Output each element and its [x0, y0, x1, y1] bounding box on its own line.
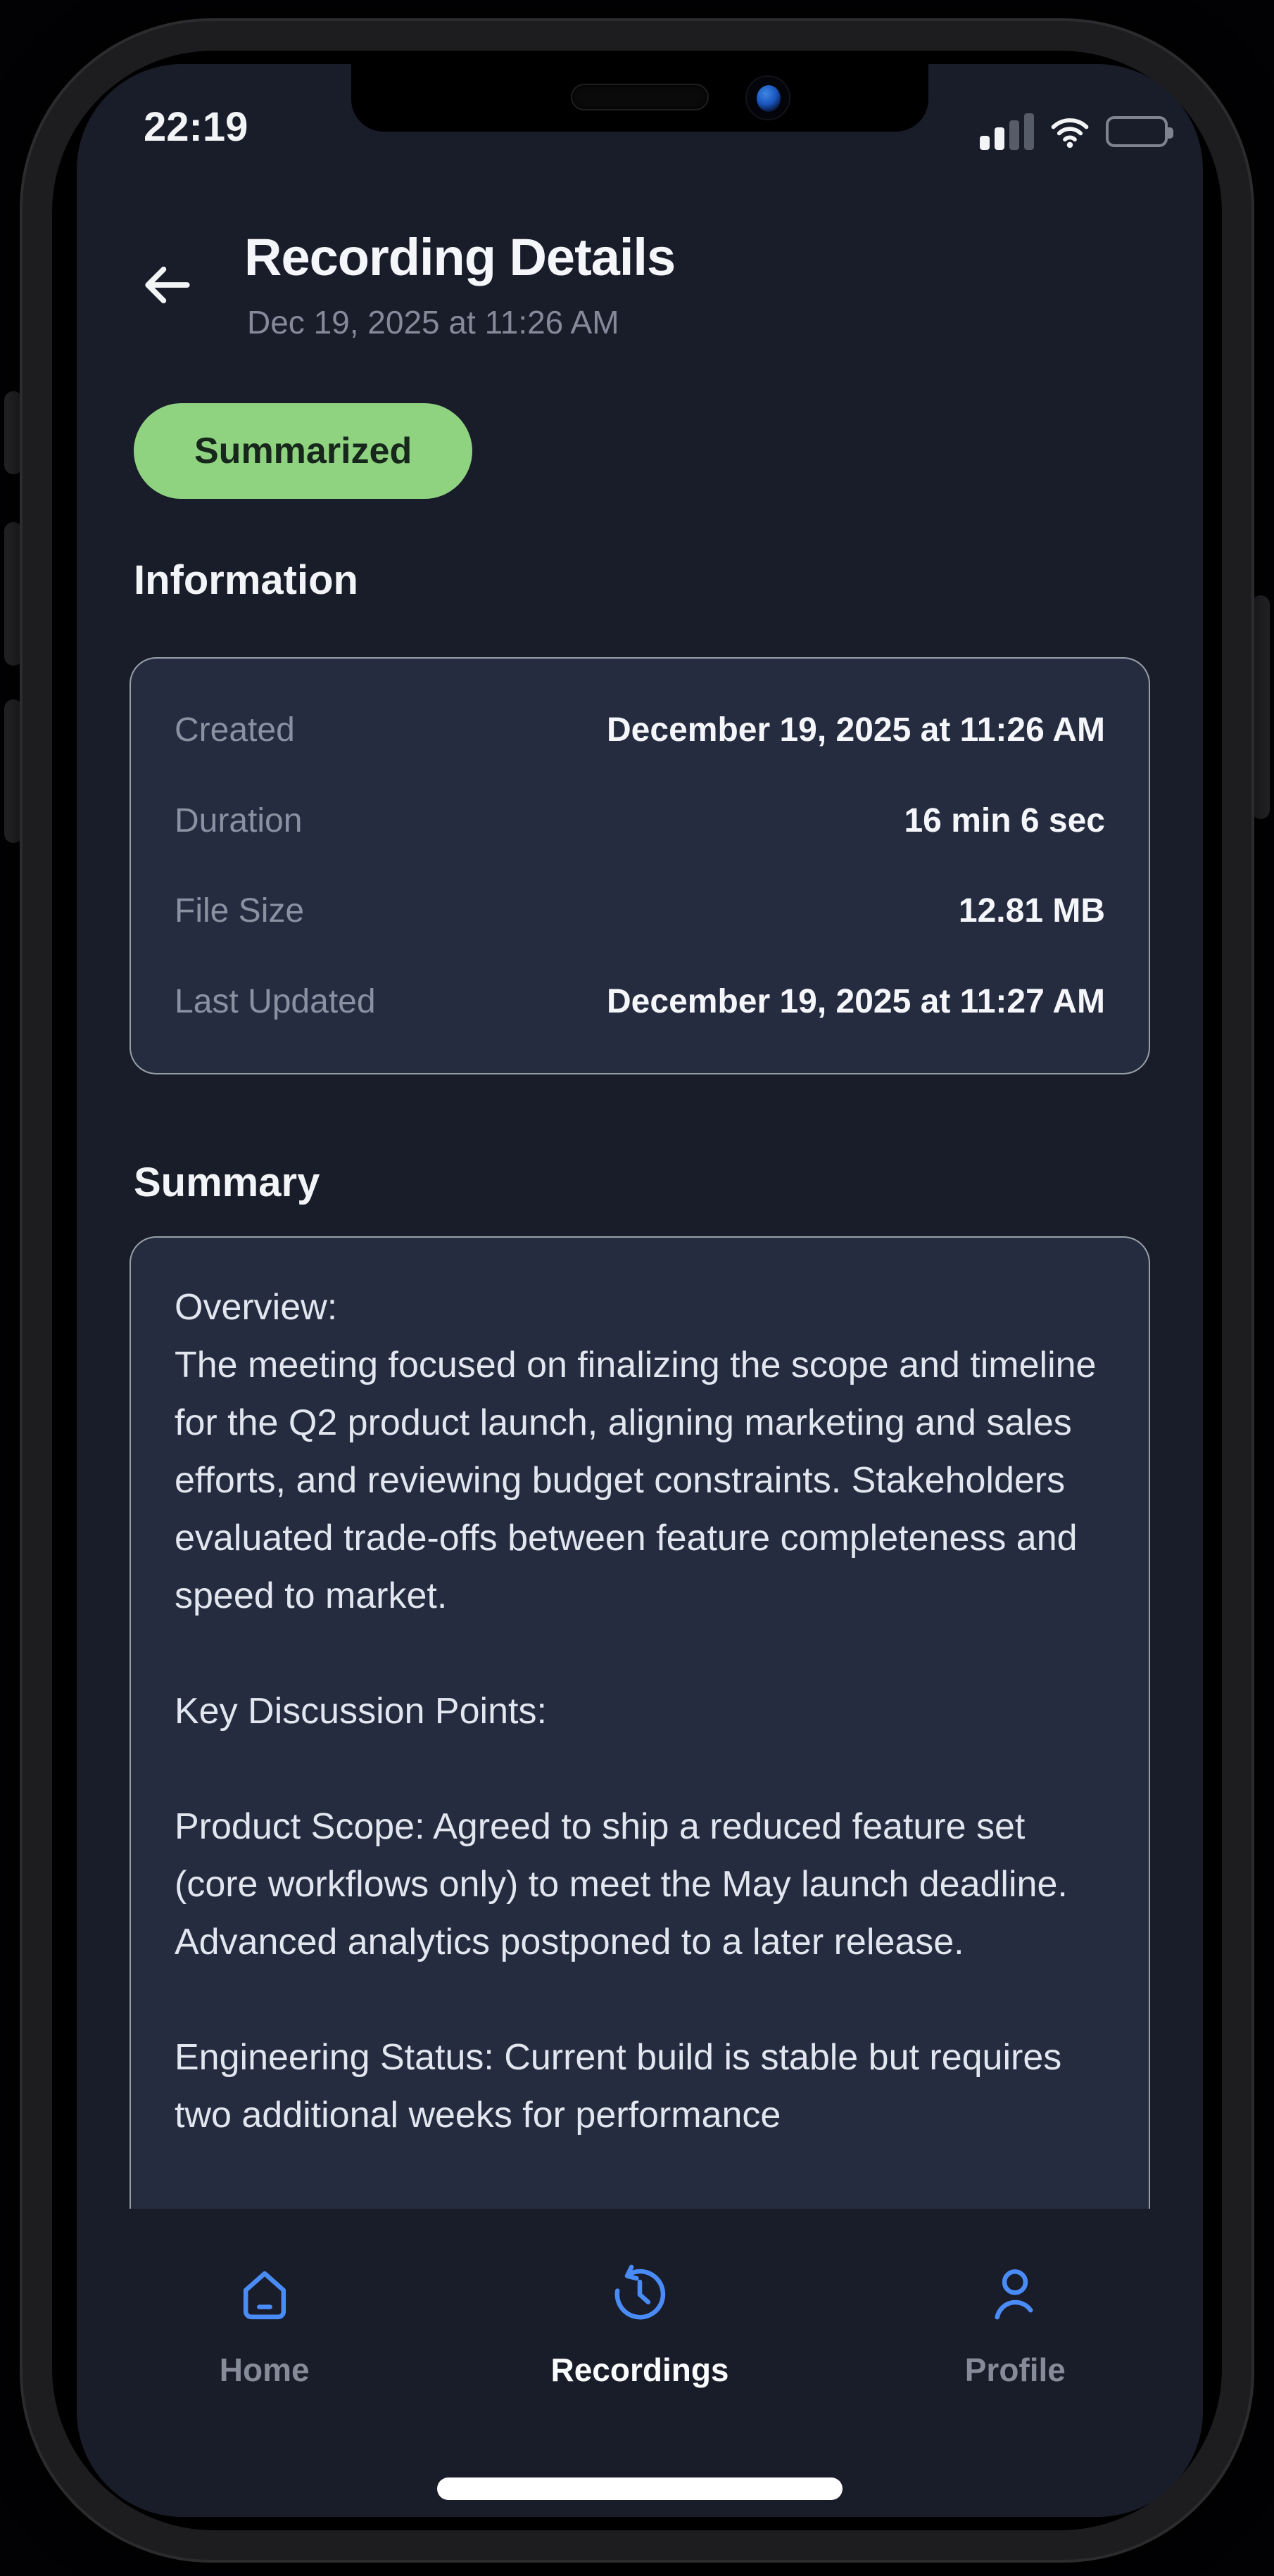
info-row-lastupdated: Last Updated December 19, 2025 at 11:27 … [175, 982, 1105, 1021]
status-icons [980, 113, 1173, 150]
info-row-duration: Duration 16 min 6 sec [175, 801, 1105, 840]
phone-frame: 22:19 Recordi [20, 18, 1254, 2563]
nav-item-profile[interactable]: Profile [828, 2209, 1203, 2517]
profile-icon [995, 2269, 1033, 2320]
info-value: 16 min 6 sec [904, 801, 1105, 839]
info-label: Duration [175, 801, 303, 839]
volume-up-button [4, 522, 23, 666]
info-row-created: Created December 19, 2025 at 11:26 AM [175, 711, 1105, 749]
cellular-signal-icon [980, 113, 1034, 150]
info-value: December 19, 2025 at 11:27 AM [607, 983, 1105, 1021]
nav-label-profile: Profile [964, 2352, 1066, 2388]
status-time: 22:19 [144, 104, 248, 150]
nav-label-home: Home [219, 2352, 310, 2388]
info-value: December 19, 2025 at 11:26 AM [607, 711, 1105, 749]
info-row-filesize: File Size 12.81 MB [175, 892, 1105, 930]
volume-down-button [4, 699, 23, 843]
scroll-content: Recording Details Dec 19, 2025 at 11:26 … [77, 64, 1203, 2209]
history-icon [614, 2264, 666, 2320]
information-section-title: Information [134, 557, 358, 603]
information-card: Created December 19, 2025 at 11:26 AM Du… [130, 657, 1150, 1074]
app-screen: 22:19 Recordi [77, 64, 1203, 2517]
summary-paragraph: Key Discussion Points: [175, 1691, 547, 1732]
summary-paragraph: Engineering Status: Current build is sta… [175, 2037, 1062, 2136]
summary-paragraph: Product Scope: Agreed to ship a reduced … [175, 1806, 1068, 1962]
front-camera [745, 75, 790, 120]
speaker-grille [571, 84, 709, 110]
summary-card: Overview: The meeting focused on finaliz… [130, 1236, 1150, 2209]
status-badge: Summarized [134, 403, 473, 499]
wifi-icon [1051, 118, 1089, 148]
info-label: Created [175, 711, 295, 749]
home-icon [243, 2271, 286, 2320]
back-arrow-icon[interactable] [134, 253, 199, 317]
page-title: Recording Details [244, 228, 676, 286]
home-indicator[interactable] [437, 2477, 843, 2500]
nav-label-recordings: Recordings [550, 2352, 729, 2388]
battery-icon [1106, 116, 1173, 147]
bottom-nav: Home Recordings Profile [77, 2209, 1203, 2517]
notch [351, 64, 928, 132]
mute-switch [4, 391, 23, 474]
summary-section-title: Summary [134, 1160, 320, 1205]
summary-paragraph: Overview: The meeting focused on finaliz… [175, 1287, 1097, 1616]
nav-item-recordings[interactable]: Recordings [452, 2209, 827, 2517]
info-label: Last Updated [175, 983, 376, 1021]
page-subtitle-date: Dec 19, 2025 at 11:26 AM [247, 304, 619, 341]
info-label: File Size [175, 892, 305, 930]
nav-item-home[interactable]: Home [77, 2209, 452, 2517]
info-value: 12.81 MB [958, 892, 1105, 930]
power-button [1251, 595, 1270, 819]
